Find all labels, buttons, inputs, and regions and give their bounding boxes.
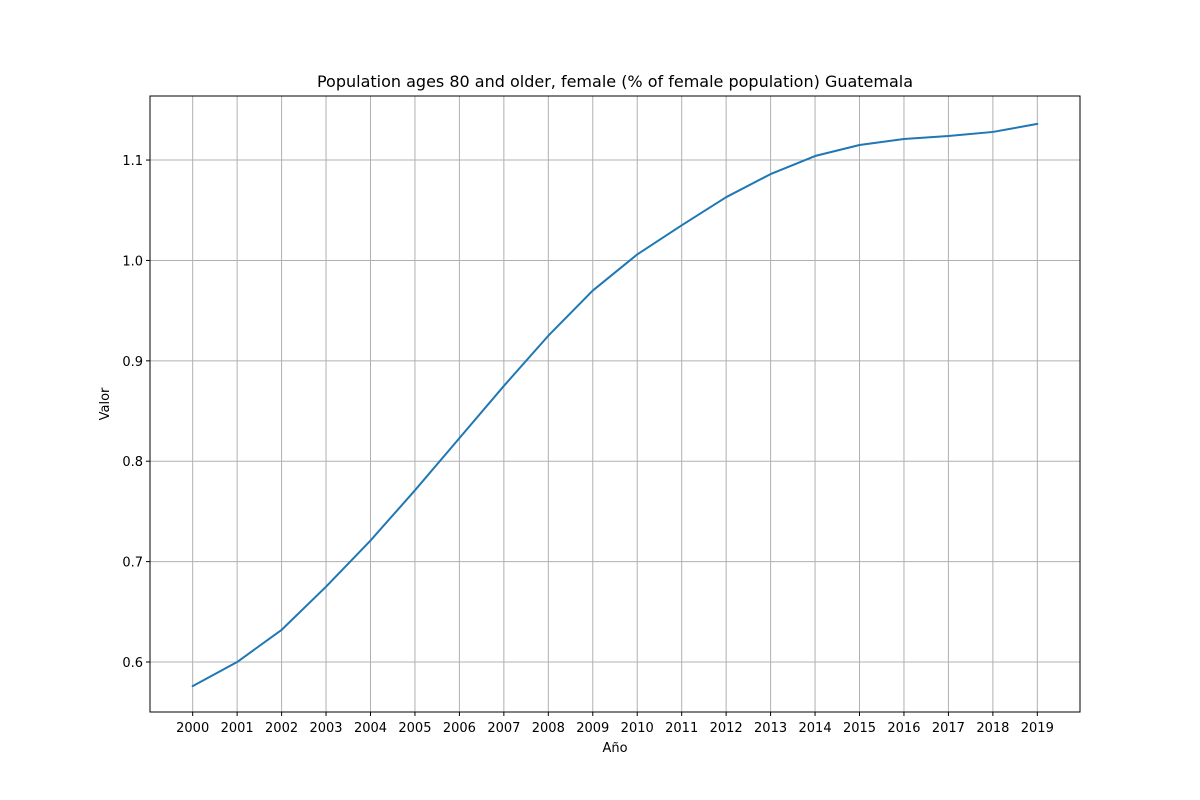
- x-tick-label: 2019: [1021, 721, 1054, 736]
- y-tick-label: 0.9: [122, 355, 143, 370]
- x-tick-label: 2013: [754, 721, 787, 736]
- series-line: [191, 122, 1039, 688]
- chart-title: Population ages 80 and older, female (% …: [317, 72, 913, 91]
- x-tick-label: 2017: [932, 721, 965, 736]
- x-tick-label: 2002: [265, 721, 298, 736]
- y-tick-label: 0.6: [122, 656, 143, 671]
- x-tick-label: 2015: [843, 721, 876, 736]
- y-tick-label: 1.0: [122, 254, 143, 269]
- x-tick-label: 2012: [710, 721, 743, 736]
- x-tick-label: 2007: [487, 721, 520, 736]
- x-tick-label: 2001: [221, 721, 254, 736]
- plot-frame: [149, 95, 1081, 713]
- x-tick-label: 2018: [976, 721, 1009, 736]
- x-tick-label: 2003: [309, 721, 342, 736]
- y-axis-label: Valor: [98, 387, 113, 420]
- y-tick-label: 0.8: [122, 455, 143, 470]
- x-tick-label: 2008: [532, 721, 565, 736]
- axis-ticks: 2000 2001 2002 2003 2004 2005 2006 2007 2008 2009…: [122, 154, 1054, 736]
- series-layer: [191, 122, 1039, 688]
- x-tick-label: 2014: [799, 721, 832, 736]
- x-tick-label: 2004: [354, 721, 387, 736]
- x-tick-label: 2010: [621, 721, 654, 736]
- x-tick-label: 2009: [576, 721, 609, 736]
- x-tick-label: 2016: [887, 721, 920, 736]
- x-tick-label: 2005: [398, 721, 431, 736]
- x-tick-label: 2011: [665, 721, 698, 736]
- x-tick-label: 2000: [176, 721, 209, 736]
- y-tick-label: 1.1: [122, 154, 143, 169]
- x-tick-label: 2006: [443, 721, 476, 736]
- y-tick-label: 0.7: [122, 556, 143, 571]
- x-axis-label: Año: [602, 741, 627, 756]
- grid: [150, 96, 1080, 712]
